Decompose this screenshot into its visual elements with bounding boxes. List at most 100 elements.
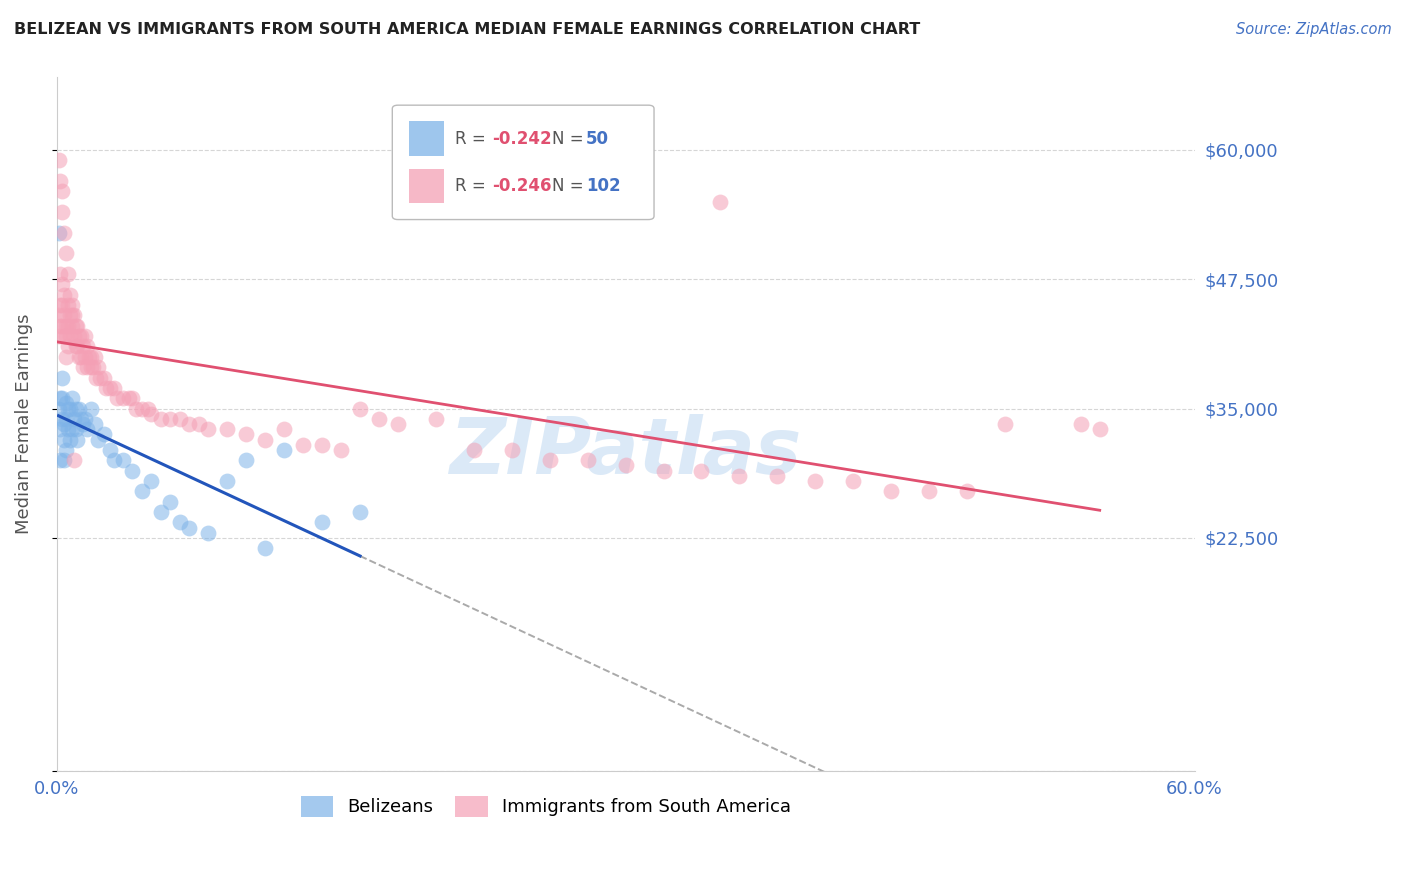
Point (273, 422, 295, 436)
Point (65, 422, 87, 436)
Point (48, 329, 70, 343)
Point (709, 194, 731, 209)
Point (55, 329, 77, 343)
Point (105, 391, 128, 405)
Point (121, 391, 143, 405)
Point (59, 309, 82, 323)
Bar (409, 121, 443, 156)
Point (311, 438, 333, 452)
Point (66, 433, 89, 447)
Point (94, 381, 117, 395)
Point (159, 494, 181, 508)
Point (89, 370, 111, 384)
Point (766, 468, 789, 483)
Point (87, 433, 110, 447)
Point (48, 153, 70, 168)
Point (956, 484, 979, 499)
Legend: Belizeans, Immigrants from South America: Belizeans, Immigrants from South America (294, 789, 799, 824)
Point (994, 417, 1017, 431)
Point (217, 422, 239, 436)
Point (72, 339, 94, 353)
Point (149, 412, 172, 426)
Point (98, 381, 121, 395)
Point (56, 401, 79, 416)
Point (51, 412, 73, 426)
Point (59, 401, 82, 416)
Point (387, 417, 409, 431)
Point (1070, 417, 1092, 431)
Point (118, 391, 141, 405)
Point (56, 339, 79, 353)
Point (425, 412, 447, 426)
Point (87, 360, 110, 375)
Point (49, 174, 72, 188)
Point (918, 484, 941, 499)
Point (53, 433, 76, 447)
Point (60, 318, 83, 333)
Text: N =: N = (551, 129, 583, 148)
Point (804, 474, 827, 488)
Point (842, 474, 865, 488)
Point (65, 401, 87, 416)
Point (60, 298, 83, 312)
Point (728, 468, 751, 483)
Point (93, 427, 115, 442)
Point (217, 474, 239, 488)
Point (169, 412, 191, 426)
Point (53, 226, 76, 240)
Point (93, 370, 115, 384)
Point (55, 396, 77, 410)
Point (62, 453, 84, 467)
Point (67, 350, 90, 364)
Point (149, 505, 172, 519)
Point (254, 541, 277, 556)
Point (169, 516, 191, 530)
Point (179, 417, 201, 431)
Point (49, 391, 72, 405)
Point (179, 520, 201, 534)
Point (51, 370, 73, 384)
Point (55, 246, 77, 260)
Point (70, 329, 93, 343)
Point (66, 339, 89, 353)
Point (67, 401, 90, 416)
Point (55, 350, 77, 364)
Point (77, 350, 100, 364)
Point (65, 339, 87, 353)
Point (53, 453, 76, 467)
Point (56, 318, 79, 333)
Point (187, 417, 209, 431)
Point (80, 401, 103, 416)
Point (76, 422, 98, 436)
Point (83, 350, 105, 364)
Point (55, 318, 77, 333)
Text: -0.242: -0.242 (492, 129, 553, 148)
Point (73, 412, 96, 426)
Point (48, 226, 70, 240)
Point (56, 267, 79, 281)
Point (72, 417, 94, 431)
Point (80, 350, 103, 364)
Point (538, 453, 561, 467)
Point (111, 453, 134, 467)
Point (62, 329, 84, 343)
Point (86, 370, 108, 384)
Point (49, 267, 72, 281)
Point (59, 287, 82, 301)
Point (273, 442, 295, 457)
Point (111, 391, 134, 405)
Point (83, 417, 105, 431)
Point (56, 422, 79, 436)
Point (62, 309, 84, 323)
Point (51, 277, 73, 292)
Point (98, 442, 121, 457)
Point (51, 318, 73, 333)
FancyBboxPatch shape (392, 105, 654, 219)
Point (880, 484, 903, 499)
Point (197, 422, 219, 436)
Point (311, 516, 333, 530)
Point (60, 422, 83, 436)
Point (73, 350, 96, 364)
Point (72, 360, 94, 375)
Point (73, 329, 96, 343)
